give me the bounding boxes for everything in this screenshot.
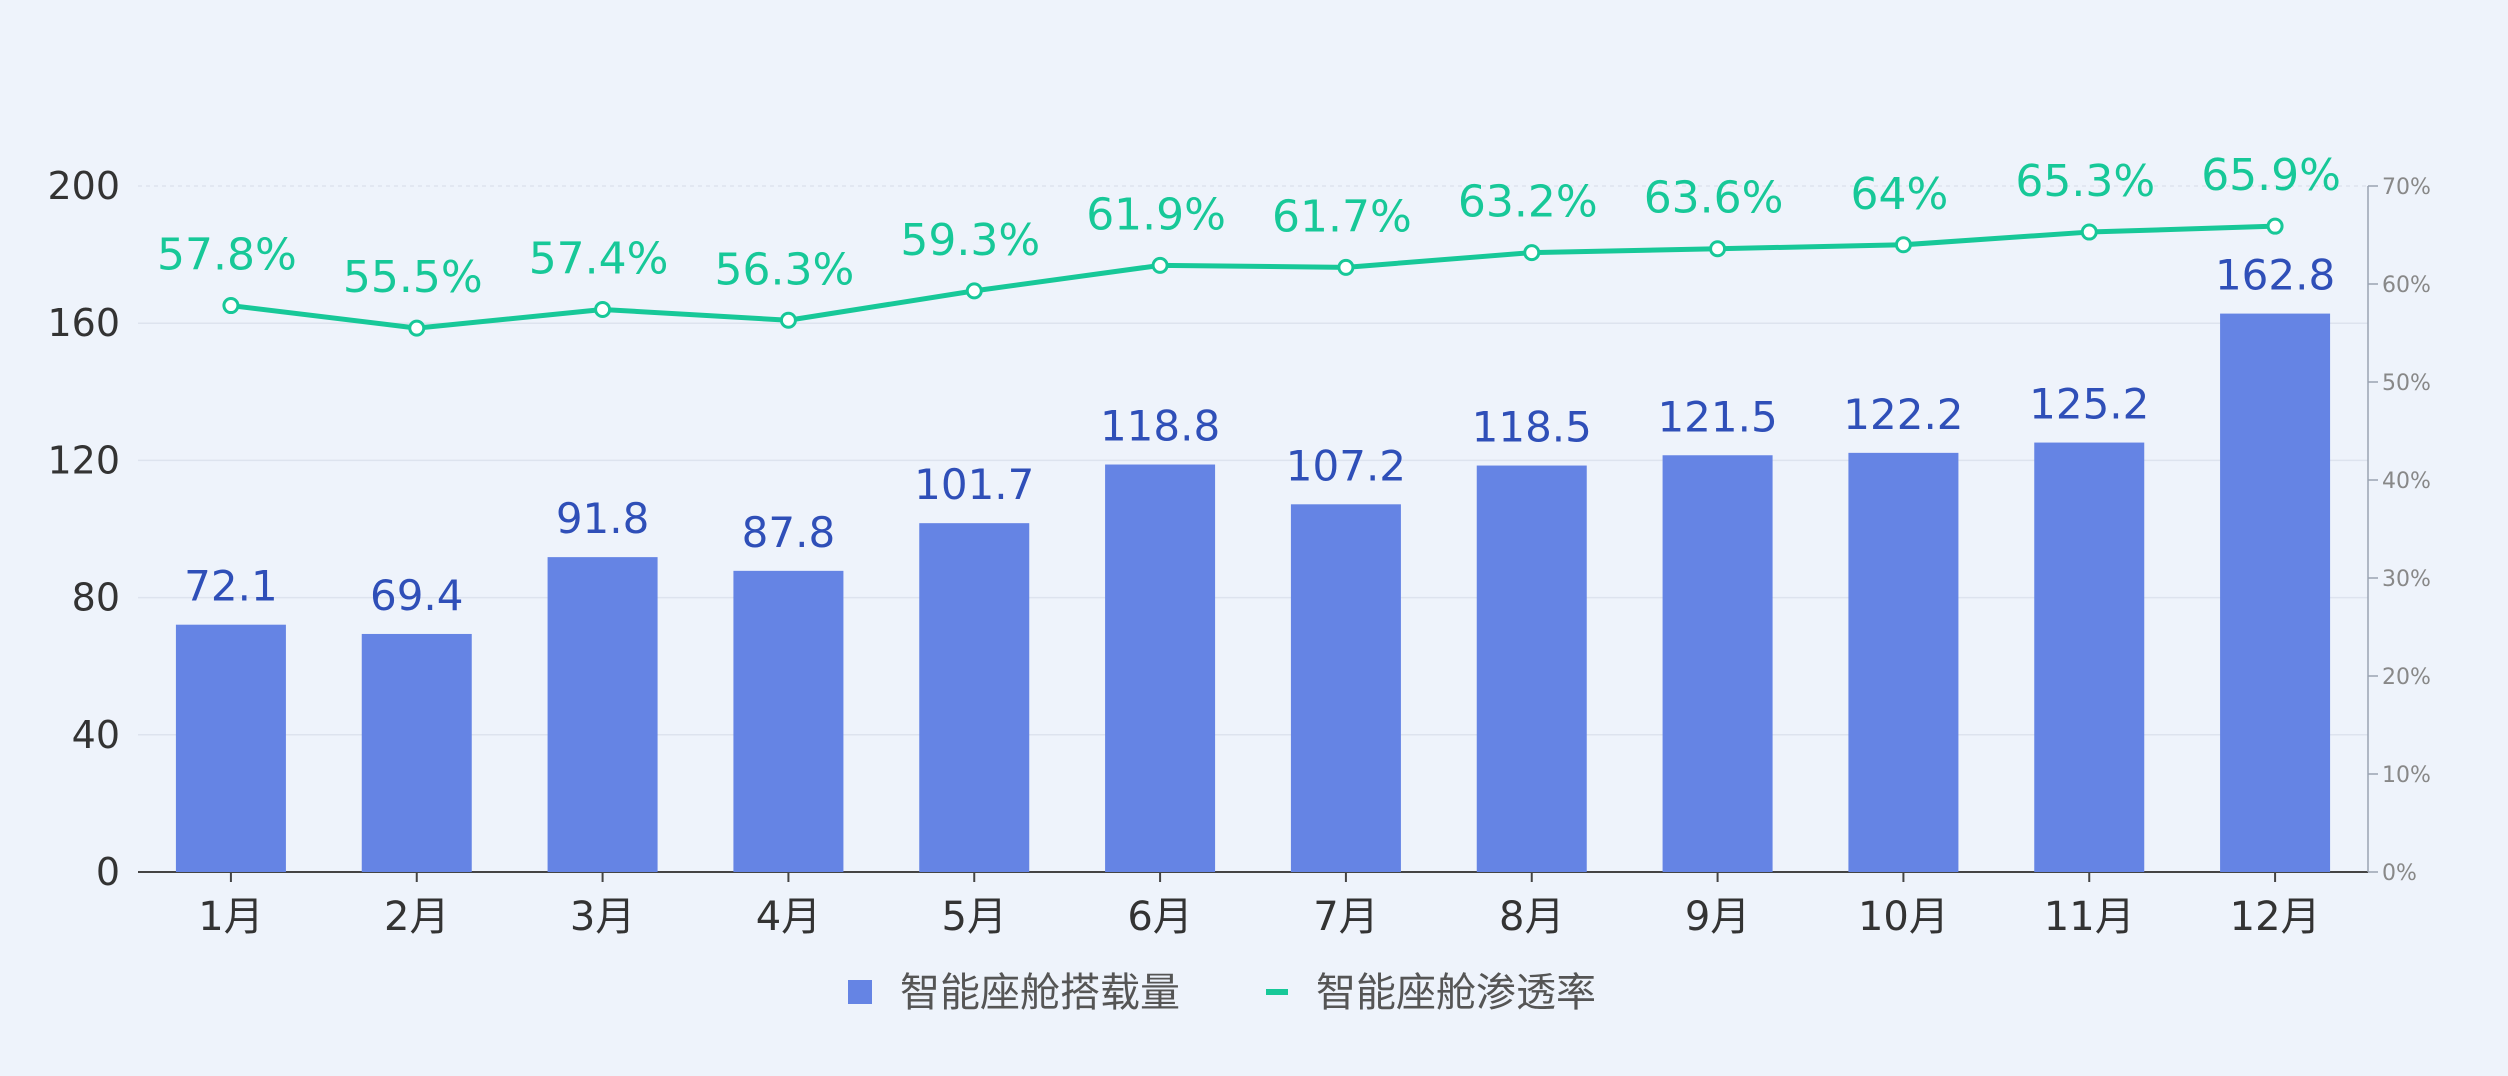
legend-bar-label: 智能座舱搭载量 xyxy=(900,970,1180,1016)
x-tick-label: 4月 xyxy=(756,894,821,940)
x-tick-label: 10月 xyxy=(1858,894,1949,940)
line-point xyxy=(779,311,797,329)
x-tick-label: 11月 xyxy=(2044,894,2135,940)
bar xyxy=(1476,465,1587,872)
bar-value-label: 122.2 xyxy=(1843,390,1963,439)
line-value-label: 55.5% xyxy=(343,252,483,303)
bar-value-label: 91.8 xyxy=(556,494,650,543)
bar-value-label: 125.2 xyxy=(2029,380,2149,429)
y-right-tick-label: 20% xyxy=(2382,665,2431,690)
bar xyxy=(2220,313,2331,872)
bar-value-label: 69.4 xyxy=(370,571,464,620)
y-right-tick-label: 30% xyxy=(2382,567,2431,592)
y-right-tick-label: 60% xyxy=(2382,273,2431,298)
line-point xyxy=(594,300,612,318)
y-left-tick-label: 80 xyxy=(72,576,120,620)
x-tick-label: 5月 xyxy=(942,894,1007,940)
line-point xyxy=(1523,244,1541,262)
x-tick-label: 12月 xyxy=(2230,894,2321,940)
bar xyxy=(1105,464,1216,872)
line-value-label: 65.9% xyxy=(2201,150,2341,201)
x-tick-label: 7月 xyxy=(1313,894,1378,940)
y-right-tick-label: 0% xyxy=(2382,861,2417,886)
line-value-label: 56.3% xyxy=(715,244,855,295)
y-right-tick-label: 10% xyxy=(2382,763,2431,788)
y-left-tick-label: 200 xyxy=(47,164,120,208)
x-tick-label: 6月 xyxy=(1127,894,1192,940)
bar-value-label: 87.8 xyxy=(742,508,836,557)
y-left-tick-label: 0 xyxy=(96,850,120,894)
x-tick-label: 9月 xyxy=(1685,894,1750,940)
legend-bar-swatch xyxy=(848,980,872,1004)
line-value-label: 64% xyxy=(1851,169,1949,220)
y-left-tick-label: 160 xyxy=(47,301,120,345)
line-point xyxy=(1337,258,1355,276)
legend-line-label: 智能座舱渗透率 xyxy=(1316,970,1596,1016)
line-point xyxy=(2080,223,2098,241)
line-value-label: 61.9% xyxy=(1086,189,1226,240)
y-right-tick-label: 50% xyxy=(2382,371,2431,396)
y-right-tick-label: 40% xyxy=(2382,469,2431,494)
bar-value-label: 118.8 xyxy=(1100,402,1220,451)
x-tick-label: 1月 xyxy=(198,894,263,940)
x-tick-label: 8月 xyxy=(1499,894,1564,940)
line-point xyxy=(1709,240,1727,258)
line-value-label: 65.3% xyxy=(2015,156,2155,207)
bar-value-label: 121.5 xyxy=(1657,392,1777,441)
line-value-label: 57.4% xyxy=(529,233,669,284)
y-left-tick-label: 40 xyxy=(72,713,120,757)
bar xyxy=(1848,452,1959,872)
line-point xyxy=(965,282,983,300)
bar-value-label: 118.5 xyxy=(1472,403,1592,452)
line-point xyxy=(2266,217,2284,235)
bar xyxy=(175,624,286,872)
bar-value-label: 72.1 xyxy=(184,562,278,611)
y-left-tick-label: 120 xyxy=(47,438,120,482)
line-value-label: 57.8% xyxy=(157,230,297,281)
line-series xyxy=(230,223,2276,331)
x-tick-label: 3月 xyxy=(570,894,635,940)
bar xyxy=(361,633,472,872)
bar xyxy=(1662,455,1773,872)
line-point xyxy=(222,297,240,315)
bar xyxy=(2034,442,2145,872)
bar-value-label: 162.8 xyxy=(2215,251,2335,300)
y-right-tick-label: 70% xyxy=(2382,175,2431,200)
line-value-label: 63.2% xyxy=(1458,177,1598,228)
bar-value-label: 107.2 xyxy=(1286,441,1406,490)
bar xyxy=(547,557,658,872)
bar xyxy=(733,570,844,872)
bar-value-label: 101.7 xyxy=(914,460,1034,509)
x-tick-label: 2月 xyxy=(384,894,449,940)
line-point xyxy=(1894,236,1912,254)
line-value-label: 61.7% xyxy=(1272,191,1412,242)
bar xyxy=(1290,504,1401,872)
line-value-label: 63.6% xyxy=(1644,173,1784,224)
line-point xyxy=(1151,256,1169,274)
line-point xyxy=(408,319,426,337)
line-value-label: 59.3% xyxy=(900,215,1040,266)
bar xyxy=(919,523,1030,872)
